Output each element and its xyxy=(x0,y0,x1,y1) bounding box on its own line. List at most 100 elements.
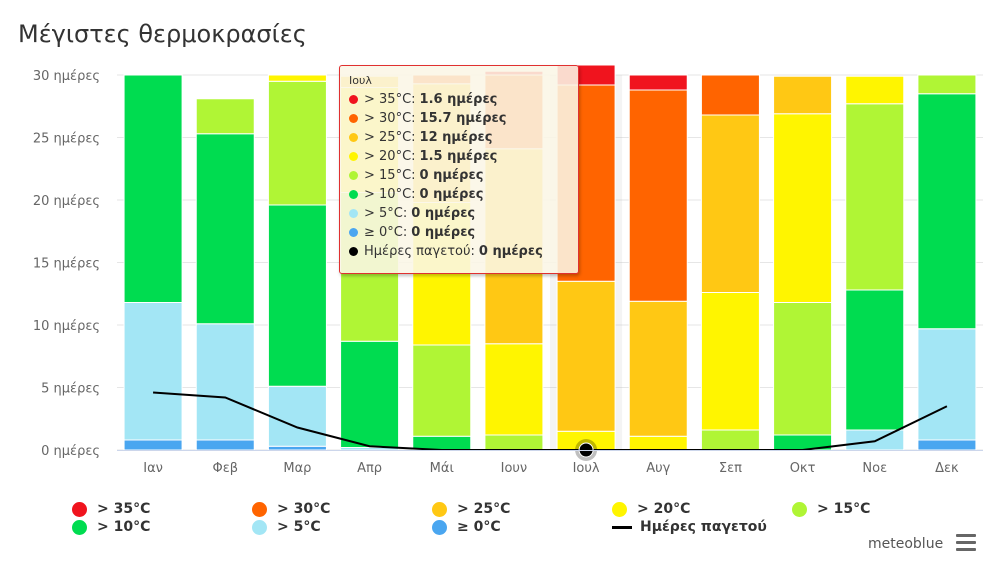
tooltip-label: > 30°C: xyxy=(364,111,416,126)
bar-segment[interactable] xyxy=(484,434,544,451)
bar-segment[interactable] xyxy=(845,103,905,291)
legend-item[interactable]: > 15°C xyxy=(792,501,870,517)
tooltip-value: 0 ημέρες xyxy=(478,244,543,259)
bar-segment[interactable] xyxy=(123,302,183,441)
legend-dot-icon xyxy=(252,519,267,535)
bar-segment[interactable] xyxy=(195,133,255,325)
bar-segment[interactable] xyxy=(267,385,327,447)
legend-item[interactable]: ≥ 0°C xyxy=(432,519,501,535)
legend-item[interactable]: > 30°C xyxy=(252,501,330,517)
tooltip-label: > 15°C: xyxy=(364,168,416,183)
tooltip-dot-icon xyxy=(349,247,358,256)
tooltip-value: 0 ημέρες xyxy=(419,168,484,183)
tooltip-label: > 10°C: xyxy=(364,187,416,202)
x-tick-label: Μάι xyxy=(430,461,454,476)
y-tick-label: 15 ημέρες xyxy=(33,257,100,272)
bar-segment[interactable] xyxy=(267,204,327,387)
y-tick-label: 20 ημέρες xyxy=(33,194,100,209)
tooltip-row: > 5°C: 0 ημέρες xyxy=(349,206,475,221)
tooltip-label: > 35°C: xyxy=(364,92,416,107)
tooltip-value: 0 ημέρες xyxy=(419,187,484,202)
x-tick-label: Ιουλ xyxy=(573,461,600,476)
x-tick-label: Σεπ xyxy=(719,461,742,476)
legend-label: Ημέρες παγετού xyxy=(640,519,767,535)
brand-label[interactable]: meteoblue xyxy=(868,536,944,552)
tooltip-row: > 10°C: 0 ημέρες xyxy=(349,187,483,202)
bar-segment[interactable] xyxy=(628,435,688,451)
tooltip-dot-icon xyxy=(349,228,358,237)
bar-segment[interactable] xyxy=(195,323,255,441)
legend-item[interactable]: Ημέρες παγετού xyxy=(612,519,767,535)
x-tick-label: Δεκ xyxy=(935,461,959,476)
bar-segment[interactable] xyxy=(628,74,688,91)
y-tick-label: 10 ημέρες xyxy=(33,319,100,334)
legend-label: > 10°C xyxy=(97,519,151,535)
tooltip-dot-icon xyxy=(349,133,358,142)
bar-segment[interactable] xyxy=(412,435,472,451)
bar-segment[interactable] xyxy=(917,328,977,441)
legend-dot-icon xyxy=(72,501,87,517)
bar-segment[interactable] xyxy=(917,439,977,451)
bar-segment[interactable] xyxy=(917,74,977,95)
bar-segment[interactable] xyxy=(123,439,183,451)
bar-segment[interactable] xyxy=(556,280,616,432)
x-tick-label: Ιουν xyxy=(501,461,528,476)
bar-segment[interactable] xyxy=(195,98,255,135)
legend-item[interactable]: > 5°C xyxy=(252,519,321,535)
legend-label: > 35°C xyxy=(97,501,151,517)
x-tick-label: Αυγ xyxy=(646,461,670,476)
legend-dot-icon xyxy=(72,519,87,535)
bar-segment[interactable] xyxy=(123,74,183,303)
tooltip-dot-icon xyxy=(349,209,358,218)
bar-segment[interactable] xyxy=(773,113,833,303)
bar-segment[interactable] xyxy=(845,289,905,431)
tooltip-label: > 20°C: xyxy=(364,149,416,164)
tooltip-row: ≥ 0°C: 0 ημέρες xyxy=(349,225,475,240)
legend-item[interactable]: > 20°C xyxy=(612,501,690,517)
bar-segment[interactable] xyxy=(267,74,327,82)
tooltip-row: > 15°C: 0 ημέρες xyxy=(349,168,483,183)
bar-segment[interactable] xyxy=(845,429,905,451)
x-tick-label: Μαρ xyxy=(283,461,311,476)
bar-segment[interactable] xyxy=(773,302,833,436)
tooltip-label: > 25°C: xyxy=(364,130,416,145)
chart-tooltip: Ιουλ > 35°C: 1.6 ημέρες > 30°C: 15.7 ημέρες… xyxy=(339,65,579,274)
tooltip-row: > 30°C: 15.7 ημέρες xyxy=(349,111,506,126)
legend-label: > 15°C xyxy=(817,501,871,517)
tooltip-dot-icon xyxy=(349,114,358,123)
tooltip-value: 12 ημέρες xyxy=(419,130,493,145)
legend-dot-icon xyxy=(612,501,627,517)
tooltip-row: > 20°C: 1.5 ημέρες xyxy=(349,149,497,164)
tooltip-label: ≥ 0°C: xyxy=(364,225,408,240)
legend-item[interactable]: > 10°C xyxy=(72,519,150,535)
bar-segment[interactable] xyxy=(628,300,688,437)
legend-label: > 30°C xyxy=(277,501,331,517)
bar-segment[interactable] xyxy=(340,340,400,448)
tooltip-row: Ημέρες παγετού: 0 ημέρες xyxy=(349,244,543,259)
bar-segment[interactable] xyxy=(195,439,255,451)
legend-item[interactable]: > 35°C xyxy=(72,501,150,517)
tooltip-value: 0 ημέρες xyxy=(411,206,476,221)
legend-dot-icon xyxy=(792,501,807,517)
bar-segment[interactable] xyxy=(267,445,327,451)
bar-segment[interactable] xyxy=(267,80,327,206)
bar-segment[interactable] xyxy=(484,343,544,436)
bar-segment[interactable] xyxy=(773,75,833,115)
bar-segment[interactable] xyxy=(628,89,688,302)
bar-segment[interactable] xyxy=(700,429,760,451)
bar-segment[interactable] xyxy=(845,75,905,105)
tooltip-row: > 25°C: 12 ημέρες xyxy=(349,130,492,145)
bar-segment[interactable] xyxy=(917,93,977,330)
bar-segment[interactable] xyxy=(700,74,760,116)
bar-segment[interactable] xyxy=(700,114,760,293)
y-tick-label: 30 ημέρες xyxy=(33,69,100,84)
y-tick-label: 5 ημέρες xyxy=(41,382,100,397)
chart-menu-icon[interactable] xyxy=(956,534,976,552)
x-tick-label: Νοε xyxy=(862,461,887,476)
legend-item[interactable]: > 25°C xyxy=(432,501,510,517)
tooltip-dot-icon xyxy=(349,95,358,104)
bar-segment[interactable] xyxy=(700,292,760,431)
x-tick-label: Ιαν xyxy=(143,461,163,476)
bar-segment[interactable] xyxy=(412,344,472,437)
